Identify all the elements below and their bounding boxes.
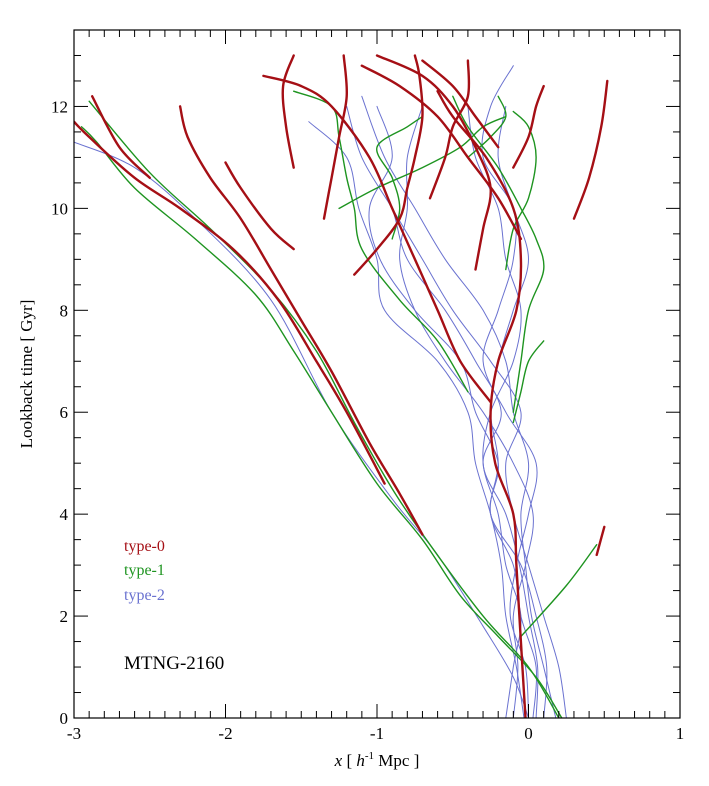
trajectory-type-1-14 bbox=[452, 95, 545, 413]
x-tick-label: -2 bbox=[218, 724, 232, 743]
trajectory-type-1-16 bbox=[293, 90, 469, 393]
legend: type-0 type-1 type-2 bbox=[124, 538, 165, 604]
legend-entry-type-1: type-1 bbox=[124, 562, 165, 579]
trajectory-type-1-18 bbox=[376, 115, 424, 240]
trajectory-type-0-29 bbox=[428, 59, 471, 200]
plot-frame bbox=[73, 29, 681, 719]
x-tick-label: -1 bbox=[370, 724, 384, 743]
trajectory-type-2-8 bbox=[361, 95, 557, 718]
trajectory-type-2-2 bbox=[399, 105, 534, 718]
x-tick-label: 1 bbox=[676, 724, 685, 743]
trajectory-type-2-5 bbox=[481, 65, 538, 718]
trajectory-type-1-10 bbox=[80, 126, 563, 718]
trajectory-type-2-1 bbox=[368, 105, 548, 718]
trajectory-type-0-25 bbox=[281, 54, 295, 169]
trajectory-type-1-12 bbox=[520, 544, 598, 638]
x-axis-label: x [ h-1 Mpc ] bbox=[334, 750, 420, 770]
legend-entry-type-0: type-0 bbox=[124, 538, 165, 555]
trajectory-type-0-28 bbox=[353, 54, 424, 276]
trajectory-type-1-11 bbox=[88, 100, 560, 718]
trajectory-type-0-30 bbox=[375, 54, 492, 271]
trajectory-type-0-31 bbox=[572, 79, 609, 220]
trajectory-type-0-26 bbox=[322, 54, 349, 220]
simulation-name-annotation: MTNG-2160 bbox=[124, 653, 224, 674]
series-layer bbox=[74, 54, 609, 718]
x-tick-label: 0 bbox=[524, 724, 533, 743]
y-tick-label: 6 bbox=[60, 403, 69, 422]
trajectory-type-1-17 bbox=[338, 115, 507, 210]
trajectory-type-0-27 bbox=[262, 74, 492, 404]
y-axis-label: Lookback time [ Gyr] bbox=[17, 300, 36, 449]
trajectory-type-1-15 bbox=[505, 110, 537, 271]
y-tick-label: 8 bbox=[60, 301, 69, 320]
trajectory-type-0-23 bbox=[91, 95, 151, 179]
legend-entry-type-2: type-2 bbox=[124, 587, 165, 604]
trajectory-type-0-24 bbox=[224, 161, 295, 251]
trajectory-type-2-9 bbox=[74, 141, 529, 718]
y-tick-label: 12 bbox=[51, 97, 68, 116]
trajectory-type-0-20 bbox=[436, 90, 527, 718]
trajectory-type-1-13 bbox=[512, 340, 545, 424]
trajectory-type-0-34 bbox=[360, 64, 523, 241]
trajectory-type-2-0 bbox=[331, 105, 539, 718]
trajectory-type-0-21 bbox=[178, 105, 424, 536]
y-tick-label: 0 bbox=[60, 709, 69, 728]
y-tick-label: 2 bbox=[60, 607, 69, 626]
trajectory-type-0-33 bbox=[421, 59, 500, 149]
y-tick-label: 10 bbox=[51, 199, 68, 218]
trajectory-type-2-4 bbox=[308, 121, 525, 718]
trajectory-type-0-22 bbox=[74, 120, 386, 485]
y-tick-label: 4 bbox=[60, 505, 69, 524]
trajectory-type-0-32 bbox=[512, 84, 545, 169]
trajectory-type-0-35 bbox=[595, 525, 606, 557]
x-tick-label: -3 bbox=[67, 724, 81, 743]
